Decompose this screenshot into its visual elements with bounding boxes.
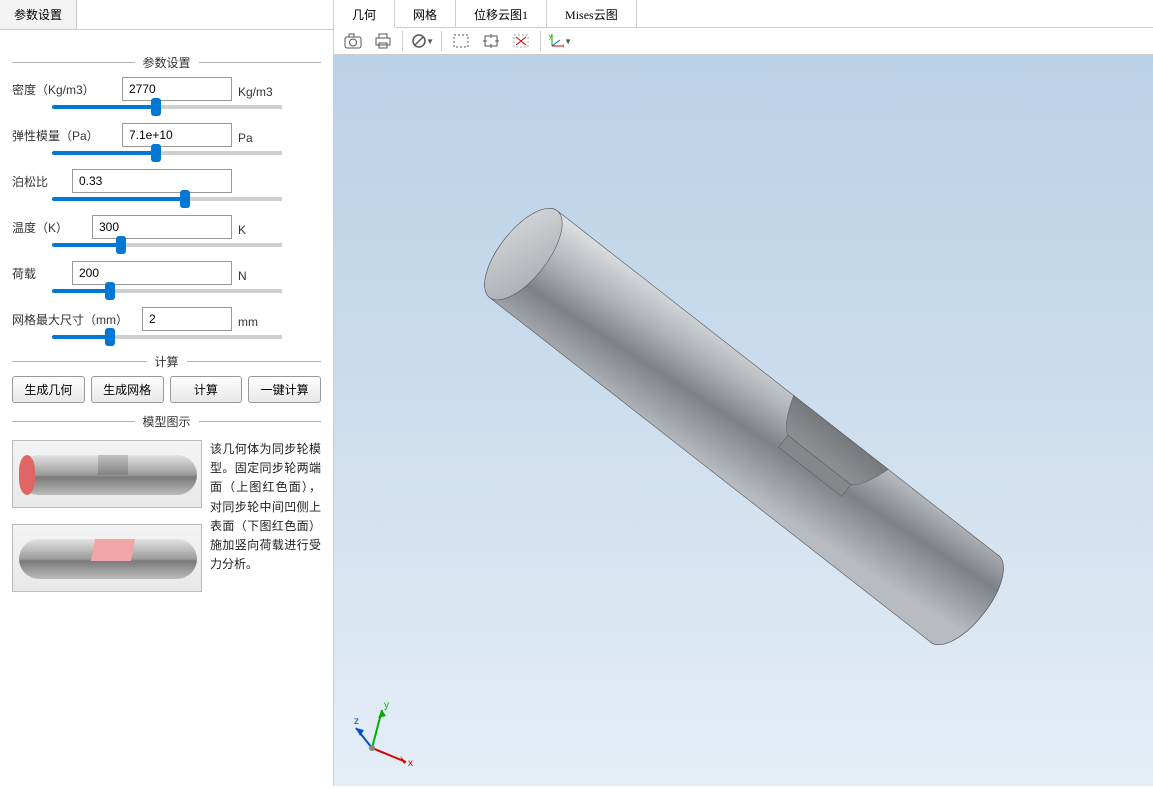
section-compute-title: 计算 [12,353,321,370]
select-rect-icon[interactable] [448,29,474,53]
compute-buttons: 生成几何 生成网格 计算 一键计算 [12,376,321,403]
mesh-slider[interactable] [52,335,282,339]
model-thumb-2 [12,524,202,592]
sidebar-tabs: 参数设置 [0,0,333,30]
density-slider[interactable] [52,105,282,109]
load-input[interactable] [72,261,232,285]
onekey-button[interactable]: 一键计算 [248,376,321,403]
model-description: 该几何体为同步轮模型。固定同步轮两端面（上图红色面），对同步轮中间凹侧上表面（下… [210,440,321,592]
param-unit: Pa [238,131,253,147]
clear-select-icon[interactable] [508,29,534,53]
param-row-density: 密度（Kg/m3） Kg/m3 [12,77,321,101]
axis-triad: x y z [354,696,424,766]
model-illustration: 该几何体为同步轮模型。固定同步轮两端面（上图红色面），对同步轮中间凹侧上表面（下… [12,440,321,592]
tab-param-settings[interactable]: 参数设置 [0,0,77,29]
main-tabs: 几何 网格 位移云图1 Mises云图 [334,0,1153,28]
load-slider[interactable] [52,289,282,293]
density-input[interactable] [122,77,232,101]
poisson-input[interactable] [72,169,232,193]
param-row-elastic: 弹性模量（Pa） Pa [12,123,321,147]
param-row-temp: 温度（K） K [12,215,321,239]
temp-input[interactable] [92,215,232,239]
model-3d-render [334,55,1153,786]
param-unit: Kg/m3 [238,85,273,101]
model-thumb-1 [12,440,202,508]
param-label: 弹性模量（Pa） [12,127,122,144]
section-params-title: 参数设置 [12,54,321,71]
sidebar: 参数设置 参数设置 密度（Kg/m3） Kg/m3 弹性模量（Pa） Pa 泊松… [0,0,334,786]
gen-geom-button[interactable]: 生成几何 [12,376,85,403]
elastic-input[interactable] [122,123,232,147]
section-model-title: 模型图示 [12,413,321,430]
elastic-slider[interactable] [52,151,282,155]
svg-text:z: z [354,716,359,727]
params-title-label: 参数设置 [135,54,199,71]
gen-mesh-button[interactable]: 生成网格 [91,376,164,403]
param-label: 密度（Kg/m3） [12,81,122,98]
mesh-input[interactable] [142,307,232,331]
param-unit: mm [238,315,258,331]
toolbar-sep [441,31,442,51]
camera-icon[interactable] [340,29,366,53]
param-row-load: 荷载 N [12,261,321,285]
print-icon[interactable] [370,29,396,53]
tab-displacement[interactable]: 位移云图1 [456,0,547,27]
param-label: 荷载 [12,265,72,282]
param-label: 泊松比 [12,173,72,190]
temp-slider[interactable] [52,243,282,247]
compute-button[interactable]: 计算 [170,376,243,403]
toolbar-sep [402,31,403,51]
block-icon[interactable]: ▼ [409,29,435,53]
param-unit: K [238,223,246,239]
svg-text:y: y [549,34,552,40]
viewport-3d[interactable]: x y z [334,55,1153,786]
param-label: 网格最大尺寸（mm） [12,311,142,328]
sidebar-content: 参数设置 密度（Kg/m3） Kg/m3 弹性模量（Pa） Pa 泊松比 温度（… [0,30,333,786]
viewport-toolbar: ▼ xy ▼ [334,28,1153,55]
param-row-poisson: 泊松比 [12,169,321,193]
poisson-slider[interactable] [52,197,282,201]
axes-icon[interactable]: xy ▼ [547,29,573,53]
compute-title-label: 计算 [147,353,187,370]
model-title-label: 模型图示 [135,413,199,430]
tab-mises[interactable]: Mises云图 [547,0,637,27]
fit-icon[interactable] [478,29,504,53]
tab-mesh[interactable]: 网格 [395,0,456,27]
svg-text:y: y [384,700,389,711]
tab-geometry[interactable]: 几何 [334,0,395,28]
param-row-mesh: 网格最大尺寸（mm） mm [12,307,321,331]
svg-text:x: x [408,758,413,766]
param-label: 温度（K） [12,219,92,236]
main-area: 几何 网格 位移云图1 Mises云图 ▼ xy ▼ [334,0,1153,786]
param-unit: N [238,269,247,285]
toolbar-sep [540,31,541,51]
